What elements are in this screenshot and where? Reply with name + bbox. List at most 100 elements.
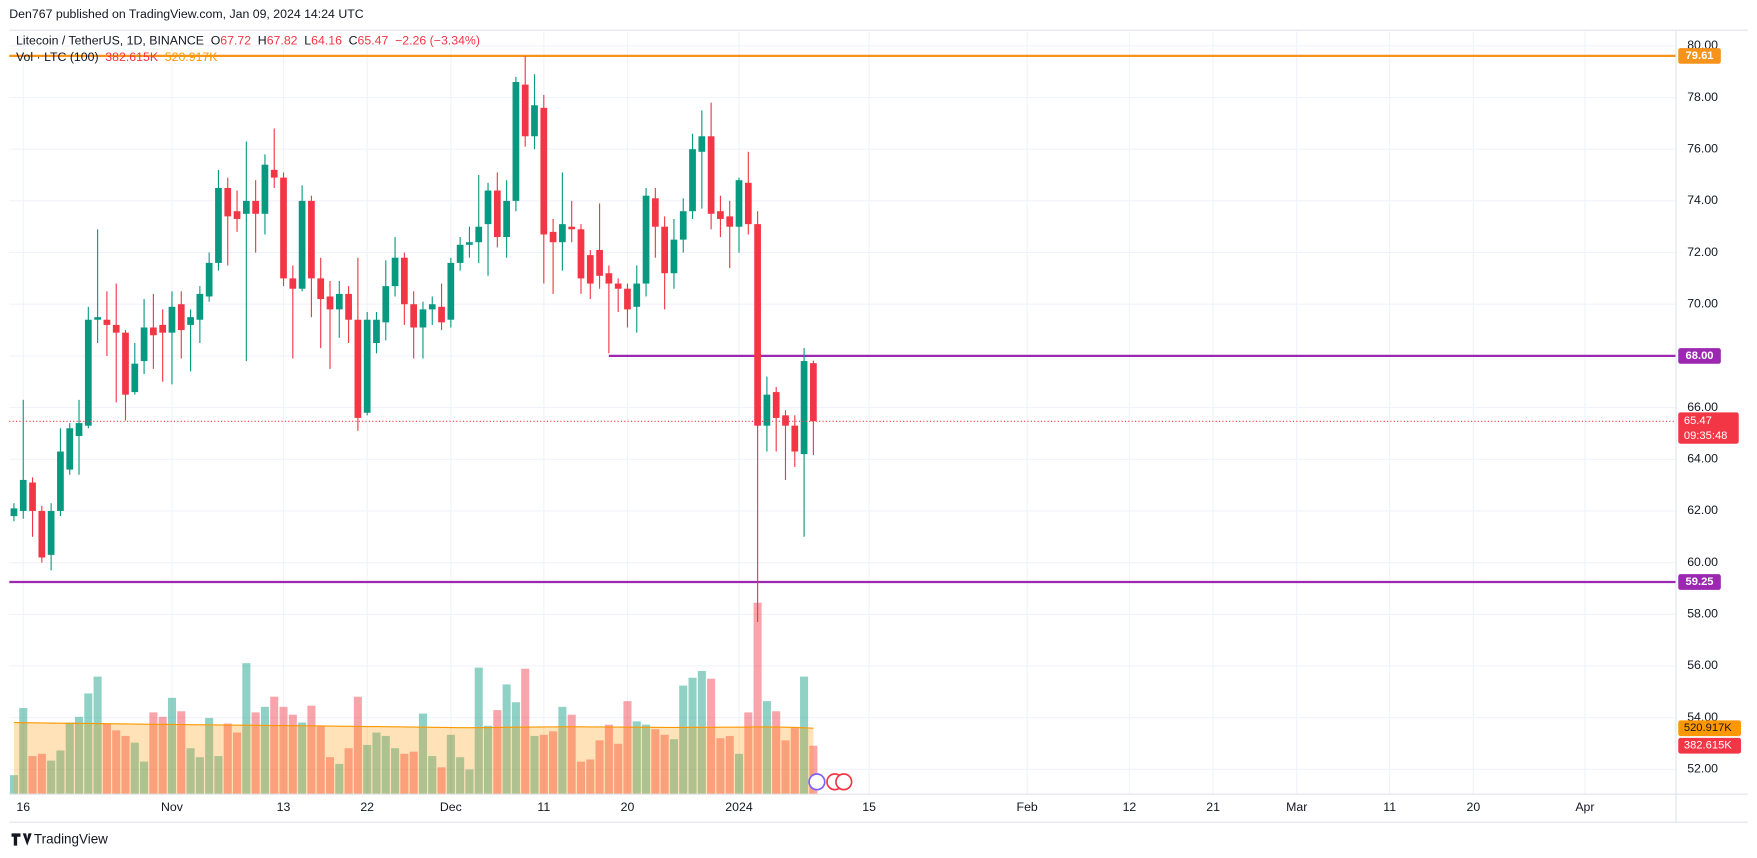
volume-bar [623,701,632,795]
volume-bar [651,729,660,795]
candle-body [224,187,232,217]
volume-bar [223,723,232,795]
volume-bar [604,724,613,795]
volume-bar [353,696,362,795]
candle-body [270,169,278,178]
y-tick-label: 52.00 [1687,762,1718,776]
volume-bar [809,745,818,795]
volume-bar [214,756,223,795]
candle-body [568,226,576,230]
candle-body [438,306,445,323]
event-icon[interactable] [808,773,826,791]
candle-body [707,136,715,214]
volume-bar [279,706,288,795]
candle-body [382,286,390,323]
volume-bar [679,685,688,795]
volume-bar [716,738,725,795]
candle-body [679,211,687,240]
volume-bar [242,663,251,795]
candle-body [670,239,678,274]
candle-body [428,304,436,310]
event-icon[interactable] [835,773,853,791]
x-tick-label: 16 [16,800,30,814]
x-tick-label: 11 [537,800,550,814]
legend-volume-last: 382.615K [105,50,159,64]
candle-body [782,415,789,426]
published-note: Den767 published on TradingView.com, Jan… [9,7,363,21]
candle-body [800,361,808,455]
countdown-label: 09:35:48 [1684,430,1728,442]
candle-body [401,257,408,305]
volume-bar [781,740,790,795]
volume-bar [84,693,93,795]
volume-bar [316,725,325,795]
candle-body [456,244,464,263]
volume-bar [391,748,400,795]
candle-body [280,177,287,279]
legend-ohlc-value: 64.16 [311,34,342,48]
candle-body [521,84,529,137]
candle-body [447,262,455,320]
candle-body [503,200,510,238]
candle-body [233,211,241,219]
candle-body [354,319,362,418]
volume-bar [344,748,353,795]
grid [9,31,1677,795]
volume-bar [418,713,427,795]
candle-body [215,187,222,263]
candle-body [642,195,650,284]
candle-body [29,482,36,511]
x-tick-label: 15 [862,800,876,814]
candle-body [661,226,669,274]
volume-bar [753,602,762,795]
volume-bar [335,763,344,795]
candle-body [261,164,269,214]
volume-bar [381,735,390,795]
volume-bar [28,756,37,795]
candle-body [651,198,659,227]
y-tick-label: 66.00 [1687,400,1718,414]
volume-bar [549,731,558,795]
candle-body [57,451,64,511]
legend-line: Vol · LTC (100) 382.615K 520.917K [16,50,218,64]
candle-body [810,363,817,422]
candle-body [512,82,520,201]
candle-body [475,226,483,243]
volume-bar [363,744,372,795]
legend: Litecoin / TetherUS, 1D, BINANCE O67.72 H6… [16,34,480,65]
candle-body [140,327,148,362]
candle-body [75,423,83,437]
volume-bar [298,722,307,795]
volume-bar [428,756,437,795]
volume-bar [195,757,204,795]
volume-last-label: 382.615K [1684,740,1732,752]
volume-bar [456,757,465,795]
volume-bar [288,714,297,795]
volume-bar [65,722,74,795]
legend-ohlc-letter: C [349,34,358,48]
volume-bar [642,724,651,795]
candle-body [791,425,799,452]
candle-body [298,200,306,289]
volume-bar [734,753,744,795]
volume-bar [112,730,121,795]
candle-body [484,190,492,225]
volume-ma-box [1678,720,1741,737]
y-tick-label: 62.00 [1687,503,1718,517]
candle-body [345,293,352,320]
candle-body [10,508,18,517]
volume-bar [511,702,520,795]
candle-body [624,288,631,310]
y-tick-label: 76.00 [1687,141,1718,155]
legend-line: Litecoin / TetherUS, 1D, BINANCE O67.72 H6… [16,34,480,48]
candle-body [689,149,696,212]
candle-body [326,296,334,310]
volume-bar [530,735,539,795]
volume-ma-line [13,721,814,729]
legend-ohlc-letter: L [304,34,311,48]
y-tick-label: 70.00 [1687,296,1718,310]
volume-bar [521,668,530,795]
legend-ohlc-value: 67.82 [267,34,298,48]
volume-bar [93,676,102,795]
